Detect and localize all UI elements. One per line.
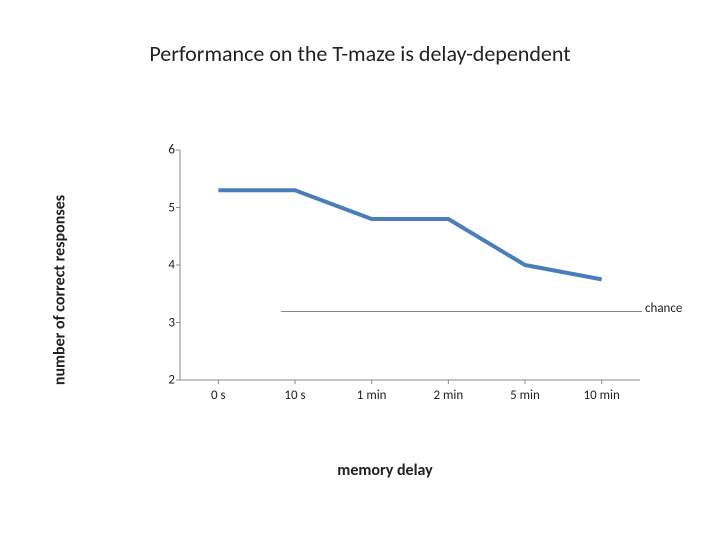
x-tick-label: 0 s: [211, 388, 226, 403]
line-chart: number of correct responses 23456 0 s10 …: [120, 150, 650, 430]
x-tick-label: 2 min: [433, 388, 463, 403]
y-axis-label: number of correct responses: [51, 195, 70, 385]
y-tick-label: 4: [155, 258, 175, 273]
x-tick-label: 10 min: [583, 388, 619, 403]
y-tick-label: 2: [155, 373, 175, 388]
page-title: Performance on the T-maze is delay-depen…: [0, 40, 720, 67]
legend-line: [281, 311, 642, 312]
y-tick-label: 6: [155, 143, 175, 158]
x-tick-label: 1 min: [357, 388, 387, 403]
legend-label-chance: chance: [645, 301, 682, 316]
plot-area: [180, 150, 640, 380]
y-tick-label: 5: [155, 200, 175, 215]
x-tick-label: 10 s: [284, 388, 305, 403]
y-tick-label: 3: [155, 315, 175, 330]
x-axis-label: memory delay: [120, 461, 650, 480]
x-tick-label: 5 min: [510, 388, 540, 403]
